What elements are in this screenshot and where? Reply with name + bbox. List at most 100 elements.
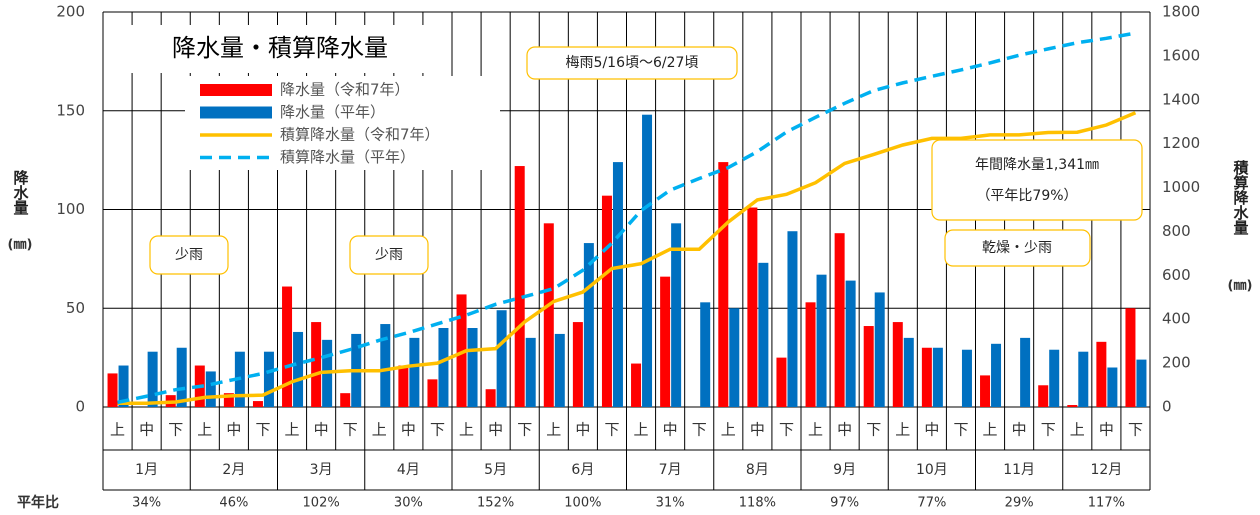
x-tick-label: 中: [750, 421, 765, 439]
ratio-value: 30%: [394, 496, 423, 511]
y-tick-label: 0: [75, 398, 85, 416]
y2-tick-label: 0: [1162, 398, 1172, 416]
bar: [438, 328, 449, 407]
bar: [671, 223, 682, 407]
legend-label: 積算降水量（令和7年）: [280, 126, 440, 144]
bar: [467, 328, 478, 407]
x-tick-label: 上: [983, 421, 998, 439]
bar: [282, 286, 293, 407]
bar: [805, 302, 816, 407]
x-tick-label: 上: [634, 421, 649, 439]
y2-tick-label: 600: [1162, 266, 1191, 284]
x-tick-label: 中: [139, 421, 154, 439]
bar: [991, 343, 1002, 407]
y2-tick-label: 1000: [1162, 178, 1200, 196]
x-tick-label: 下: [779, 421, 794, 439]
ratio-value: 29%: [1005, 496, 1034, 511]
y2-tick-label: 200: [1162, 354, 1191, 372]
bar: [176, 347, 187, 407]
bar: [776, 357, 787, 407]
bar: [107, 373, 118, 407]
x-tick-label: 中: [226, 421, 241, 439]
bar: [932, 347, 943, 407]
bar: [718, 162, 729, 407]
bar: [293, 331, 304, 407]
bar: [543, 223, 554, 407]
y2-axis-unit: (㎜): [1228, 279, 1253, 294]
x-tick-label: 上: [110, 421, 125, 439]
y-tick-label: 100: [56, 200, 85, 218]
bar: [892, 322, 903, 407]
ratio-value: 31%: [656, 496, 685, 511]
title-box: [125, 25, 435, 73]
bar: [980, 375, 991, 407]
bar: [903, 337, 914, 407]
y2-tick-label: 800: [1162, 222, 1191, 240]
line: [117, 111, 1137, 406]
x-tick-label: 中: [924, 421, 939, 439]
y2-tick-label: 1400: [1162, 90, 1200, 108]
y-tick-label: 50: [66, 299, 85, 317]
month-label: 8月: [746, 462, 769, 478]
line: [117, 31, 1136, 405]
y-axis-unit: (㎜): [8, 238, 33, 253]
month-label: 3月: [310, 462, 333, 478]
month-label: 4月: [397, 462, 420, 478]
annotation-box: [149, 235, 229, 275]
bar: [1049, 349, 1060, 407]
legend-swatch: [200, 106, 272, 119]
x-tick-label: 下: [255, 421, 270, 439]
month-label: 2月: [222, 462, 245, 478]
y2-tick-label: 1200: [1162, 134, 1200, 152]
annotation-box: [931, 139, 1143, 221]
annotation: （平年比79%）: [976, 188, 1077, 204]
ratio-value: 118%: [739, 496, 776, 511]
month-label: 5月: [484, 462, 507, 478]
bar: [921, 347, 932, 407]
x-tick-label: 中: [1099, 421, 1114, 439]
bar: [583, 243, 594, 407]
bar: [485, 389, 496, 407]
bar: [758, 262, 769, 407]
bar: [787, 231, 798, 407]
ratio-label: 平年比: [17, 494, 59, 511]
bar: [525, 337, 536, 407]
annotation: 乾燥・少雨: [982, 240, 1052, 256]
legend-swatch: [200, 84, 272, 96]
x-tick-label: 下: [692, 421, 707, 439]
bar: [1096, 341, 1107, 407]
x-tick-label: 中: [488, 421, 503, 439]
x-tick-label: 中: [1012, 421, 1027, 439]
bar: [1038, 385, 1049, 407]
month-label: 9月: [833, 462, 856, 478]
x-tick-label: 中: [401, 421, 416, 439]
bar: [660, 276, 671, 407]
ratio-value: 102%: [303, 496, 340, 511]
bar: [1125, 308, 1136, 407]
bar: [816, 274, 827, 407]
chart-title: 降水量・積算降水量: [172, 34, 388, 62]
bar: [496, 310, 507, 407]
x-tick-label: 上: [895, 421, 910, 439]
bar: [874, 292, 885, 407]
x-tick-label: 下: [866, 421, 881, 439]
y-tick-label: 150: [56, 101, 85, 119]
x-tick-label: 上: [1070, 421, 1085, 439]
bar: [572, 322, 583, 407]
x-tick-label: 上: [372, 421, 387, 439]
bar: [311, 322, 322, 407]
bar: [729, 308, 740, 407]
bar: [631, 363, 642, 407]
annotation: 少雨: [375, 247, 403, 263]
bar: [252, 401, 263, 407]
annotation-box: [349, 235, 429, 275]
x-tick-label: 上: [721, 421, 736, 439]
ratio-value: 100%: [564, 496, 601, 511]
y2-tick-label: 1800: [1162, 3, 1200, 21]
annotation-box: [944, 229, 1091, 267]
bar: [612, 162, 623, 407]
bar: [601, 195, 612, 407]
x-tick-label: 下: [953, 421, 968, 439]
bar: [700, 302, 711, 407]
x-tick-label: 下: [1128, 421, 1143, 439]
